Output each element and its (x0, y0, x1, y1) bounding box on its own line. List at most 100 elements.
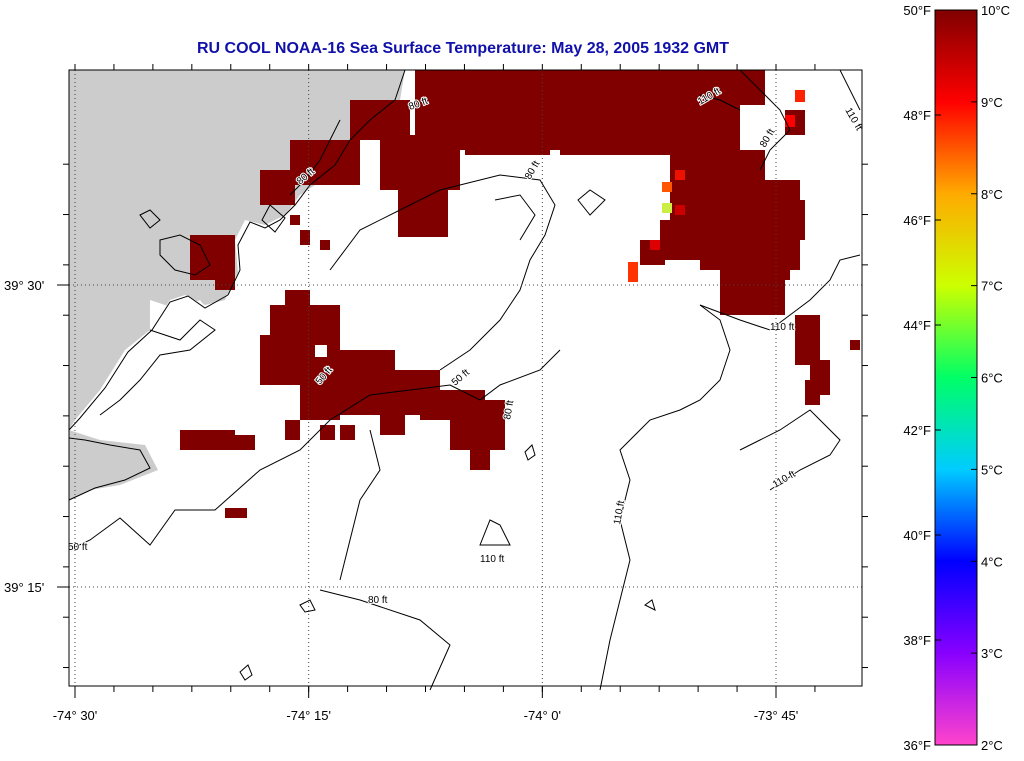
celsius-label: 7°C (981, 279, 1003, 294)
fahrenheit-label: 44°F (903, 318, 931, 333)
coastline-segment (159, 234, 211, 276)
sst-pixel (650, 240, 660, 250)
coastline-segment (68, 437, 151, 501)
sst-warm-block (340, 425, 355, 440)
lon-tick-label: -73° 45' (754, 708, 799, 723)
sst-pixel (675, 205, 685, 215)
isobath-label: 50 ft (68, 542, 88, 553)
fahrenheit-label: 42°F (903, 423, 931, 438)
map-title: RU COOL NOAA-16 Sea Surface Temperature:… (197, 40, 729, 57)
fahrenheit-label: 40°F (903, 528, 931, 543)
map-frame (68, 69, 863, 687)
isobath-line (839, 69, 861, 111)
isobath-line (329, 174, 556, 371)
isobath-line (494, 194, 536, 241)
sst-warm-block (350, 100, 410, 140)
fahrenheit-label: 48°F (903, 108, 931, 123)
colorbar-gradient (934, 9, 978, 746)
sst-pixels (180, 70, 860, 518)
sst-warm-block (260, 170, 295, 205)
sst-warm-block (285, 420, 300, 440)
sst-warm-block (320, 425, 335, 440)
coastline-segment (139, 209, 161, 229)
sst-warm-block (660, 220, 700, 260)
sst-warm-block (560, 135, 670, 155)
celsius-label: 10°C (981, 3, 1010, 18)
sst-warm-block (300, 230, 310, 245)
sst-warm-block (320, 240, 330, 250)
celsius-label: 8°C (981, 187, 1003, 202)
isobath-label: 110 ft (480, 554, 504, 565)
isobath-label: 110 ft (612, 499, 627, 525)
isobath-line (319, 589, 451, 691)
sst-warm-block (465, 135, 550, 155)
sst-warm-block (850, 340, 860, 350)
coastline (68, 69, 406, 501)
sst-pixel (785, 115, 795, 127)
map-ticks: -74° 30' -74° 15' -74° 0' -73° 45' 39° 30' 39… (4, 64, 868, 723)
isobath-label: 80 ft (502, 399, 516, 420)
sst-warm-block (290, 140, 360, 185)
sst-warm-block (235, 435, 255, 450)
isobath-line (339, 429, 381, 581)
isobath-line (577, 189, 606, 216)
celsius-label: 2°C (981, 738, 1003, 753)
coastline-segment (227, 69, 406, 296)
coastline-segment (261, 204, 286, 233)
lon-tick-label: -74° 0' (524, 708, 561, 723)
celsius-label: 9°C (981, 95, 1003, 110)
graticule (69, 70, 862, 686)
sst-pixel (795, 90, 805, 102)
lon-tick-label: -74° 30' (53, 708, 98, 723)
sst-warm-block (215, 255, 235, 290)
lat-tick-label: 39° 15' (4, 580, 44, 595)
coastline-segment (68, 294, 229, 431)
sst-warm-block (770, 250, 790, 280)
isobath-line (524, 444, 536, 461)
sst-pixel (662, 182, 672, 192)
celsius-label: 5°C (981, 462, 1003, 477)
temperature-colorbar: 50°F 48°F 46°F 44°F 42°F 40°F 38°F 36°F 10°C 9°C 8… (903, 3, 1010, 753)
colorbar-ticks: 50°F 48°F 46°F 44°F 42°F 40°F 38°F 36°F 10°C 9°C 8… (903, 3, 1010, 753)
isobath-line (68, 349, 561, 551)
celsius-label: 4°C (981, 554, 1003, 569)
land-polygon (69, 430, 158, 500)
sst-pixel (662, 203, 672, 213)
sst-warm-block (795, 315, 820, 365)
fahrenheit-label: 46°F (903, 213, 931, 228)
coastline-segment (99, 319, 216, 416)
sst-warm-block (300, 400, 340, 420)
isobath-line (479, 519, 511, 546)
sst-warm-block (470, 440, 490, 470)
isobath-line (599, 304, 731, 691)
isobath-line (699, 94, 741, 111)
fahrenheit-label: 36°F (903, 738, 931, 753)
sst-pixel (628, 262, 638, 282)
sst-warm-block (740, 70, 765, 105)
sst-warm-block (805, 380, 820, 405)
isobath-line (739, 69, 791, 171)
sst-warm-block (398, 185, 448, 237)
sst-pixel (675, 170, 685, 180)
sst-warm-block (760, 230, 785, 255)
lon-tick-label: -74° 15' (286, 708, 331, 723)
sst-warm-block (290, 215, 300, 225)
isobath-line (699, 254, 861, 331)
no-data-pixel (315, 345, 327, 357)
sst-warm-block (380, 410, 405, 435)
bay-polygon (150, 300, 215, 345)
celsius-label: 6°C (981, 371, 1003, 386)
isobath-label: 110 ft (770, 322, 794, 333)
fahrenheit-label: 38°F (903, 633, 931, 648)
sst-warm-block (180, 430, 235, 450)
lat-tick-label: 39° 30' (4, 278, 44, 293)
fahrenheit-label: 50°F (903, 3, 931, 18)
celsius-label: 3°C (981, 646, 1003, 661)
sst-warm-block (380, 135, 460, 190)
isobath-line (299, 599, 316, 613)
coastline-segment (289, 119, 341, 196)
sst-warm-block (795, 200, 805, 240)
isobath-line (739, 409, 841, 491)
isobath-line (644, 599, 656, 611)
